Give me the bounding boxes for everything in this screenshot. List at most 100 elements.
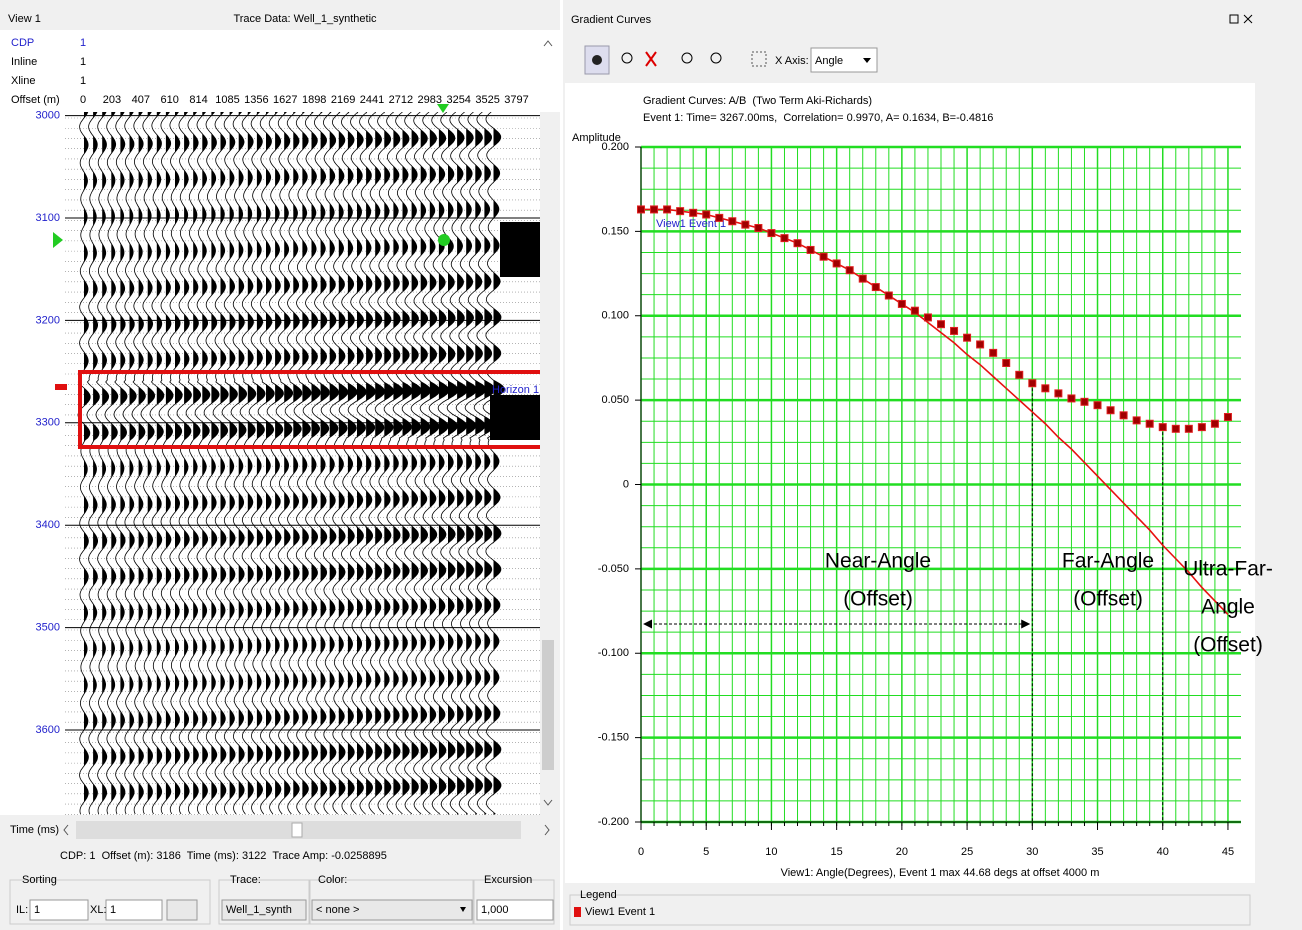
y-tick-label: 0.200	[601, 141, 629, 153]
data-point	[977, 341, 984, 348]
y-tick-label: -0.050	[598, 563, 629, 575]
data-point	[638, 206, 645, 213]
data-point	[807, 246, 814, 253]
data-point	[1172, 425, 1179, 432]
info-value: 1	[80, 75, 86, 87]
x-tick-label: 30	[1026, 846, 1038, 858]
offset-label: 1627	[273, 94, 297, 106]
offset-label: 3525	[475, 94, 499, 106]
data-point	[1224, 414, 1231, 421]
time-label: Time (ms)	[10, 824, 59, 836]
offset-label: 407	[132, 94, 150, 106]
offset-label: 1085	[215, 94, 239, 106]
offset-label: 814	[189, 94, 207, 106]
data-point	[1107, 407, 1114, 414]
screen: View 1 Trace Data: Well_1_synthetic Hori…	[0, 0, 1302, 930]
annotation: Near-Angle	[825, 550, 931, 573]
time-tick-label: 3500	[36, 622, 60, 634]
info-value: 1	[80, 37, 86, 49]
x-tick-label: 10	[765, 846, 777, 858]
v-scroll-thumb[interactable]	[542, 640, 554, 770]
x-tick-label: 0	[638, 846, 644, 858]
color-value: < none >	[316, 904, 359, 916]
data-point	[872, 284, 879, 291]
y-tick-label: 0.150	[601, 225, 629, 237]
data-point	[690, 209, 697, 216]
x-tick-label: 20	[896, 846, 908, 858]
h-scroll-thumb[interactable]	[292, 823, 302, 837]
x-tick-label: 40	[1157, 846, 1169, 858]
data-point	[1042, 385, 1049, 392]
tool-view-icon	[592, 55, 602, 65]
data-point	[1029, 380, 1036, 387]
xl-label: XL:	[90, 904, 107, 916]
annotation: Far-Angle	[1062, 550, 1154, 573]
excursion-label: Excursion	[484, 874, 532, 886]
info-label: Inline	[11, 56, 37, 68]
info-value: 1	[80, 56, 86, 68]
time-tick-label: 3200	[36, 314, 60, 326]
offset-label: 203	[103, 94, 121, 106]
color-label: Color:	[318, 874, 347, 886]
legend-swatch	[574, 907, 581, 917]
x-axis-value: Angle	[815, 55, 843, 67]
data-point	[677, 208, 684, 215]
data-point	[1133, 417, 1140, 424]
horizon-label: Horizon 1	[492, 384, 539, 396]
annotation: Ultra-Far-	[1183, 558, 1273, 581]
il-label: IL:	[16, 904, 28, 916]
data-point	[898, 300, 905, 307]
time-tick-label: 3400	[36, 519, 60, 531]
data-point	[703, 211, 710, 218]
data-point	[990, 349, 997, 356]
data-point	[820, 253, 827, 260]
horizon-marker	[55, 384, 67, 390]
data-point	[1094, 402, 1101, 409]
annotation: Angle	[1201, 596, 1255, 619]
data-point	[885, 292, 892, 299]
x-tick-label: 25	[961, 846, 973, 858]
data-point	[651, 206, 658, 213]
data-point	[1068, 395, 1075, 402]
time-tick-label: 3600	[36, 724, 60, 736]
y-tick-label: 0	[623, 478, 629, 490]
y-tick-label: 0.050	[601, 394, 629, 406]
page: View 1 Trace Data: Well_1_synthetic Hori…	[0, 0, 1302, 930]
trace-blob	[500, 222, 540, 277]
legend-entry: View1 Event 1	[585, 906, 655, 918]
time-tick-label: 3300	[36, 417, 60, 429]
trace-label: Trace:	[230, 874, 261, 886]
chart-title: Gradient Curves: A/B (Two Term Aki-Richa…	[643, 95, 872, 107]
annotation: (Offset)	[843, 588, 913, 611]
data-point	[1055, 390, 1062, 397]
data-point	[1016, 371, 1023, 378]
y-tick-label: 0.100	[601, 310, 629, 322]
data-point	[964, 334, 971, 341]
offset-label: 0	[80, 94, 86, 106]
xl-value: 1	[110, 904, 116, 916]
x-axis-label: X Axis:	[775, 55, 809, 67]
offset-label: 610	[161, 94, 179, 106]
data-point	[755, 225, 762, 232]
cursor-marker	[438, 234, 450, 246]
offset-label: Offset (m)	[11, 94, 60, 106]
data-point	[938, 321, 945, 328]
data-point	[951, 327, 958, 334]
time-tick-label: 3000	[36, 110, 60, 122]
data-point	[833, 260, 840, 267]
excursion-value: 1,000	[481, 904, 509, 916]
x-axis-title: View1: Angle(Degrees), Event 1 max 44.68…	[781, 867, 1100, 879]
data-point	[924, 314, 931, 321]
annotation: (Offset)	[1193, 634, 1263, 657]
data-point	[729, 218, 736, 225]
legend-title: Legend	[580, 889, 617, 901]
sort-button[interactable]	[167, 900, 197, 920]
data-point	[1146, 420, 1153, 427]
data-point	[859, 275, 866, 282]
offset-label: 1356	[244, 94, 268, 106]
data-point	[768, 230, 775, 237]
x-tick-label: 15	[831, 846, 843, 858]
data-point	[794, 240, 801, 247]
data-point	[664, 206, 671, 213]
